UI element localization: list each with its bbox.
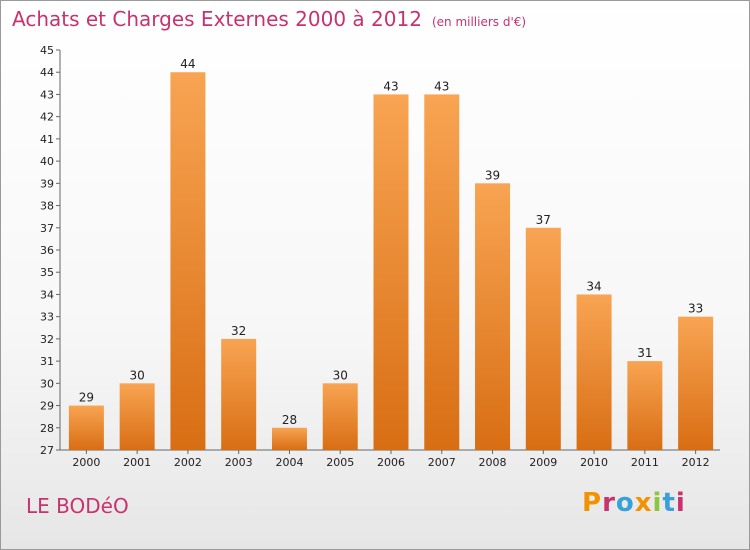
x-tick-label-2001: 2001 xyxy=(123,456,151,469)
x-tick-label-2008: 2008 xyxy=(479,456,507,469)
x-tick-label-2004: 2004 xyxy=(275,456,303,469)
bar-2003 xyxy=(221,338,257,450)
x-tick-label-2002: 2002 xyxy=(174,456,202,469)
y-tick-label: 44 xyxy=(40,66,54,79)
y-tick-label: 39 xyxy=(40,177,54,190)
y-tick-label: 35 xyxy=(40,266,54,279)
value-label-2009: 37 xyxy=(536,213,551,227)
value-label-2008: 39 xyxy=(485,168,500,182)
value-label-2004: 28 xyxy=(282,413,297,427)
y-tick-label: 37 xyxy=(40,222,54,235)
commune-name: LE BODéO xyxy=(26,494,129,518)
chart-unit: (en milliers d'€) xyxy=(431,15,527,29)
x-tick-label-2009: 2009 xyxy=(529,456,557,469)
chart-title-text: Achats et Charges Externes 2000 à 2012 xyxy=(12,7,422,31)
x-tick-label-2007: 2007 xyxy=(428,456,456,469)
value-label-2005: 30 xyxy=(333,368,348,382)
chart-axes: 27 28 29 30 31 32 33 34 35 36 37 38 39 40 41 42 43 44 45 20… xyxy=(40,44,720,469)
bar-2004 xyxy=(271,427,307,450)
y-tick-label: 32 xyxy=(40,333,54,346)
x-tick-label-2000: 2000 xyxy=(72,456,100,469)
y-tick-label: 30 xyxy=(40,377,54,390)
y-tick-label: 36 xyxy=(40,244,54,257)
bar-2000 xyxy=(68,405,104,450)
value-label-2001: 30 xyxy=(130,368,145,382)
value-label-2003: 32 xyxy=(231,324,246,338)
bar-2012 xyxy=(678,316,714,450)
y-tick-label: 41 xyxy=(40,133,54,146)
bar-2005 xyxy=(322,383,358,450)
y-tick-label: 29 xyxy=(40,400,54,413)
bar-2009 xyxy=(525,227,561,450)
y-tick-label: 40 xyxy=(40,155,54,168)
y-tick-label: 45 xyxy=(40,44,54,57)
bar-2001 xyxy=(119,383,155,450)
value-label-2006: 43 xyxy=(383,79,398,93)
bar-2002 xyxy=(170,72,206,450)
bar-2008 xyxy=(475,183,511,451)
y-tick-label: 42 xyxy=(40,111,54,124)
y-tick-label: 38 xyxy=(40,200,54,213)
value-label-2000: 29 xyxy=(79,391,94,405)
y-tick-label: 31 xyxy=(40,355,54,368)
y-tick-label: 28 xyxy=(40,422,54,435)
x-tick-label-2012: 2012 xyxy=(682,456,710,469)
x-tick-label-2010: 2010 xyxy=(580,456,608,469)
y-tick-label: 27 xyxy=(40,444,54,457)
chart-bars: 29 30 44 32 28 30 43 43 39 37 34 31 33 xyxy=(68,57,714,451)
chart-title: Achats et Charges Externes 2000 à 2012 (e… xyxy=(12,7,526,31)
value-label-2007: 43 xyxy=(434,79,449,93)
value-label-2010: 34 xyxy=(586,279,601,293)
bar-2007 xyxy=(424,94,460,450)
y-tick-label: 33 xyxy=(40,311,54,324)
value-label-2002: 44 xyxy=(180,57,195,71)
value-label-2011: 31 xyxy=(637,346,652,360)
y-tick-label: 34 xyxy=(40,288,54,301)
x-tick-label-2011: 2011 xyxy=(631,456,659,469)
bar-2006 xyxy=(373,94,409,450)
proxiti-logo: Proxiti xyxy=(582,488,686,518)
value-label-2012: 33 xyxy=(688,302,703,316)
bar-2011 xyxy=(627,361,663,450)
x-tick-label-2005: 2005 xyxy=(326,456,354,469)
y-tick-label: 43 xyxy=(40,88,54,101)
x-tick-label-2006: 2006 xyxy=(377,456,405,469)
bar-2010 xyxy=(576,294,612,450)
x-tick-label-2003: 2003 xyxy=(225,456,253,469)
